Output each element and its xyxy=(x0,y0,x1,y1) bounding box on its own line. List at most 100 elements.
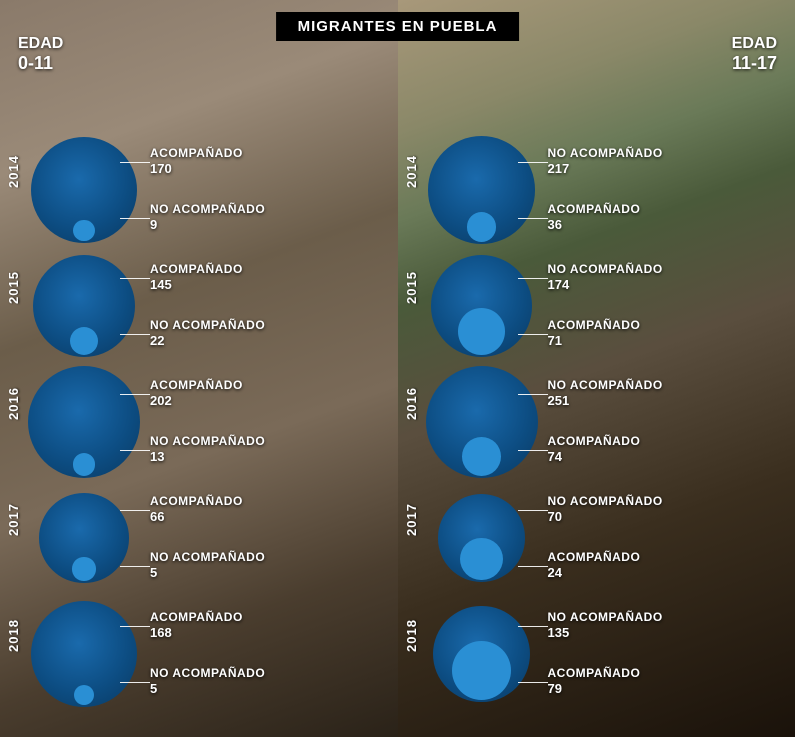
primary-label: ACOMPAÑADO168 xyxy=(150,610,243,640)
value-labels: NO ACOMPAÑADO174 ACOMPAÑADO71 xyxy=(548,254,788,370)
bubble-chart xyxy=(24,250,144,370)
label-value: 168 xyxy=(150,625,243,640)
year-label: 2017 xyxy=(6,503,21,536)
small-circle xyxy=(462,437,501,476)
label-text: NO ACOMPAÑADO xyxy=(150,318,265,332)
label-value: 170 xyxy=(150,161,243,176)
leader-line xyxy=(518,510,548,511)
bubble-chart xyxy=(422,482,542,602)
value-labels: ACOMPAÑADO170 NO ACOMPAÑADO9 xyxy=(150,138,390,254)
rows-right: 2014 NO ACOMPAÑADO217 ACOMPAÑADO36 2015 NO A… xyxy=(398,138,795,737)
year-label: 2018 xyxy=(404,619,419,652)
value-labels: ACOMPAÑADO66 NO ACOMPAÑADO5 xyxy=(150,486,390,602)
panel-edad-11-17: EDAD 11-17 2014 NO ACOMPAÑADO217 ACOMPAÑAD… xyxy=(398,0,795,737)
edad-word: EDAD xyxy=(18,34,63,53)
year-label: 2014 xyxy=(6,155,21,188)
label-value: 24 xyxy=(548,565,641,580)
primary-label: ACOMPAÑADO145 xyxy=(150,262,243,292)
leader-line xyxy=(120,278,150,279)
label-value: 70 xyxy=(548,509,663,524)
bubble-chart xyxy=(24,598,144,718)
label-value: 66 xyxy=(150,509,243,524)
bubble-chart xyxy=(422,250,542,370)
small-circle xyxy=(73,453,96,476)
secondary-label: ACOMPAÑADO24 xyxy=(548,550,641,580)
main-title: MIGRANTES EN PUEBLA xyxy=(276,12,520,41)
edad-range: 11-17 xyxy=(732,53,777,75)
leader-line xyxy=(518,566,548,567)
leader-line xyxy=(120,626,150,627)
year-label: 2016 xyxy=(404,387,419,420)
edad-range: 0-11 xyxy=(18,53,63,75)
label-text: NO ACOMPAÑADO xyxy=(548,146,663,160)
value-labels: ACOMPAÑADO202NO ACOMPAÑADO13 xyxy=(150,370,390,486)
small-circle xyxy=(452,641,511,700)
rows-left: 2014ACOMPAÑADO170NO ACOMPAÑADO92015ACOMP… xyxy=(0,138,398,737)
leader-line xyxy=(518,626,548,627)
year-label: 2015 xyxy=(6,271,21,304)
secondary-label: NO ACOMPAÑADO9 xyxy=(150,202,265,232)
primary-label: NO ACOMPAÑADO174 xyxy=(548,262,663,292)
label-text: NO ACOMPAÑADO xyxy=(548,494,663,508)
value-labels: NO ACOMPAÑADO217 ACOMPAÑADO36 xyxy=(548,138,788,254)
label-value: 135 xyxy=(548,625,663,640)
edad-label-left: EDAD 0-11 xyxy=(18,34,63,75)
leader-line xyxy=(120,162,150,163)
leader-line xyxy=(518,278,548,279)
secondary-label: ACOMPAÑADO71 xyxy=(548,318,641,348)
leader-line xyxy=(518,162,548,163)
bubble-chart xyxy=(422,134,542,254)
data-row-2016: 2016 ACOMPAÑADO202NO ACOMPAÑADO13 xyxy=(0,370,398,486)
bubble-chart xyxy=(24,366,144,486)
label-text: ACOMPAÑADO xyxy=(150,146,243,160)
data-row-2015: 2015 ACOMPAÑADO145 NO ACOMPAÑADO22 xyxy=(0,254,398,370)
data-row-2017: 2017NO ACOMPAÑADO70ACOMPAÑADO24 xyxy=(398,486,795,602)
label-value: 5 xyxy=(150,565,265,580)
label-value: 22 xyxy=(150,333,265,348)
leader-line xyxy=(120,394,150,395)
leader-line xyxy=(518,682,548,683)
label-text: NO ACOMPAÑADO xyxy=(150,550,265,564)
leader-line xyxy=(120,566,150,567)
primary-label: NO ACOMPAÑADO70 xyxy=(548,494,663,524)
label-text: ACOMPAÑADO xyxy=(548,434,641,448)
data-row-2014: 2014 NO ACOMPAÑADO217 ACOMPAÑADO36 xyxy=(398,138,795,254)
leader-line xyxy=(518,394,548,395)
leader-line xyxy=(120,334,150,335)
year-label: 2016 xyxy=(6,387,21,420)
leader-line xyxy=(518,218,548,219)
small-circle xyxy=(72,557,95,580)
label-value: 202 xyxy=(150,393,243,408)
value-labels: ACOMPAÑADO145 NO ACOMPAÑADO22 xyxy=(150,254,390,370)
year-label: 2015 xyxy=(404,271,419,304)
infographic-container: MIGRANTES EN PUEBLA EDAD 0-11 2014 ACOMPA… xyxy=(0,0,795,737)
label-text: NO ACOMPAÑADO xyxy=(548,262,663,276)
leader-line xyxy=(120,218,150,219)
primary-label: ACOMPAÑADO170 xyxy=(150,146,243,176)
secondary-label: ACOMPAÑADO36 xyxy=(548,202,641,232)
small-circle xyxy=(467,212,497,242)
leader-line xyxy=(518,334,548,335)
leader-line xyxy=(120,510,150,511)
label-text: NO ACOMPAÑADO xyxy=(548,610,663,624)
edad-word: EDAD xyxy=(732,34,777,53)
label-value: 5 xyxy=(150,681,265,696)
small-circle xyxy=(73,220,95,242)
year-label: 2014 xyxy=(404,155,419,188)
primary-label: ACOMPAÑADO66 xyxy=(150,494,243,524)
data-row-2014: 2014 ACOMPAÑADO170 NO ACOMPAÑADO9 xyxy=(0,138,398,254)
bubble-chart xyxy=(422,366,542,486)
label-value: 174 xyxy=(548,277,663,292)
bubble-chart xyxy=(24,482,144,602)
value-labels: ACOMPAÑADO168NO ACOMPAÑADO5 xyxy=(150,602,390,718)
label-text: NO ACOMPAÑADO xyxy=(150,202,265,216)
data-row-2016: 2016NO ACOMPAÑADO251ACOMPAÑADO74 xyxy=(398,370,795,486)
label-text: ACOMPAÑADO xyxy=(150,494,243,508)
primary-label: NO ACOMPAÑADO217 xyxy=(548,146,663,176)
year-label: 2018 xyxy=(6,619,21,652)
label-text: ACOMPAÑADO xyxy=(150,262,243,276)
label-value: 79 xyxy=(548,681,641,696)
small-circle xyxy=(458,308,505,355)
label-value: 145 xyxy=(150,277,243,292)
secondary-label: ACOMPAÑADO79 xyxy=(548,666,641,696)
